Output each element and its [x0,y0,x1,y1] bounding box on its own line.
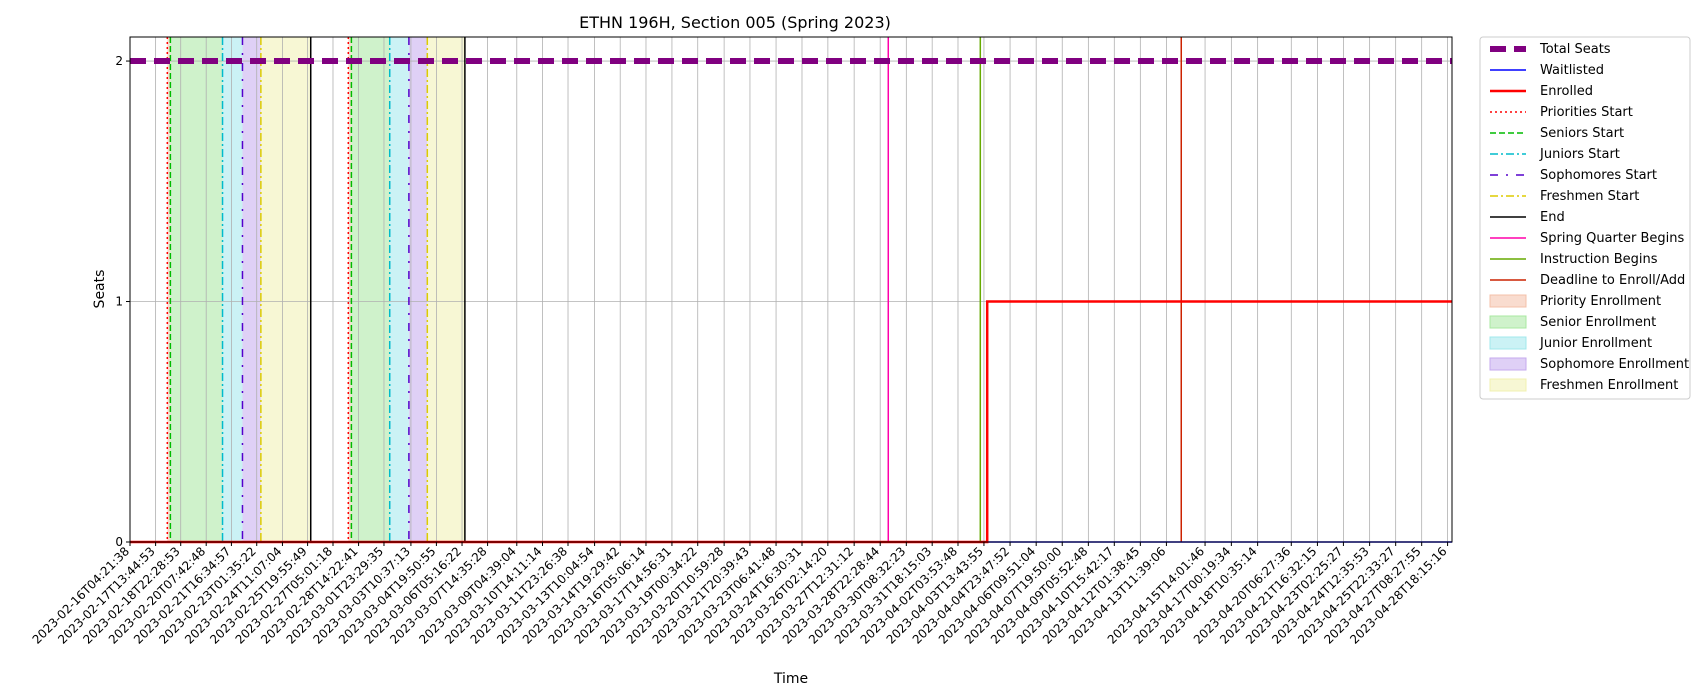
legend-entries: Total Seats Waitlisted Enrolled Priorities … [1489,42,1689,393]
legend-spring-quarter-begins-label: Spring Quarter Begins [1540,231,1684,246]
plot-frame [129,36,1453,543]
span-senior-enrollment [351,37,390,542]
legend-end-label: End [1540,210,1565,225]
legend-waitlisted-label: Waitlisted [1540,63,1604,78]
legend-sophomores-start-label: Sophomores Start [1540,168,1657,183]
legend-sophomore-enrollment-swatch [1489,357,1527,371]
span-freshmen-enrollment [427,37,465,542]
legend-priority-enrollment-swatch [1489,294,1527,308]
y-tick-label: 2 [115,54,123,68]
legend-priorities-start-label: Priorities Start [1540,105,1633,120]
legend-deadline-to-enroll-add-label: Deadline to Enroll/Add [1540,273,1685,288]
legend-frame [1479,36,1691,400]
legend-freshmen-enrollment-swatch [1489,378,1527,392]
span-senior-enrollment [170,37,223,542]
legend-juniors-start-label: Juniors Start [1539,147,1620,162]
span-sophomore-enrollment [242,37,261,542]
enrollment-spans [167,37,465,542]
legend-freshmen-start-label: Freshmen Start [1540,189,1639,204]
x-axis-label: Time [773,671,808,687]
legend-total-seats-label: Total Seats [1539,42,1611,57]
span-sophomore-enrollment [408,37,428,542]
span-junior-enrollment [222,37,243,542]
y-axis-ticks: 0 1 2 [115,54,130,549]
legend-senior-enrollment-label: Senior Enrollment [1540,315,1656,330]
series-enrolled [130,300,1452,544]
x-axis-ticks: 2023-02-16T04:21:382023-02-17T13:44:5320… [30,542,1450,647]
legend-freshmen-enrollment-label: Freshmen Enrollment [1540,378,1678,393]
plot-area [129,36,1453,544]
y-tick-label: 1 [115,295,123,309]
legend-junior-enrollment-label: Junior Enrollment [1539,336,1652,351]
y-axis-label: Seats [92,270,108,309]
grid-lines [129,37,1452,543]
legend-sophomore-enrollment-label: Sophomore Enrollment [1540,357,1689,372]
span-priority-enrollment [348,37,352,542]
legend-instruction-begins-label: Instruction Begins [1540,252,1658,267]
span-freshmen-enrollment [260,37,311,542]
legend-junior-enrollment-swatch [1489,336,1527,350]
legend-senior-enrollment-swatch [1489,315,1527,329]
legend-seniors-start-label: Seniors Start [1540,126,1624,141]
span-junior-enrollment [389,37,409,542]
chart-title: ETHN 196H, Section 005 (Spring 2023) [579,13,891,32]
legend-priority-enrollment-label: Priority Enrollment [1540,294,1661,309]
legend-enrolled-label: Enrolled [1540,84,1593,99]
event-lines [166,37,1183,542]
y-tick-label: 0 [115,535,123,549]
legend: Total Seats Waitlisted Enrolled Priorities … [1479,36,1691,400]
span-priority-enrollment [167,37,171,542]
